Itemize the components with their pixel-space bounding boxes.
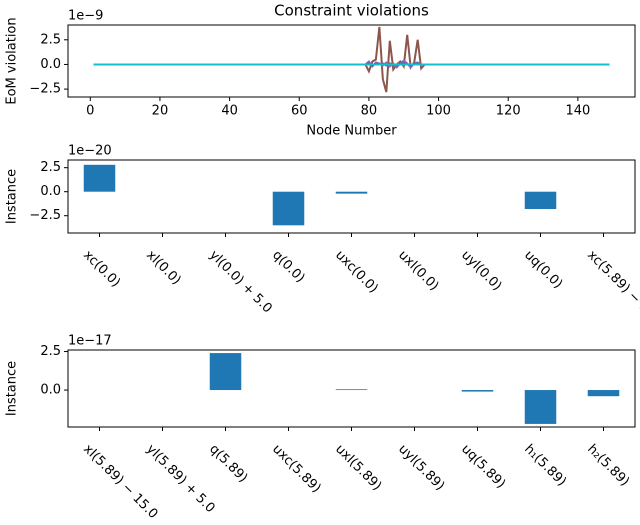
x-axis-label: Node Number [306, 124, 397, 139]
bar [83, 164, 116, 192]
x-tick-label: 40 [221, 104, 238, 119]
y-tick-label: −2.5 [29, 82, 61, 97]
x-tick-label: 140 [565, 104, 590, 119]
y-axis-label: EoM violation [5, 17, 20, 104]
bar [524, 191, 557, 209]
bar [587, 390, 620, 397]
x-tick-label: uxl(0.0) [395, 248, 441, 294]
x-tick-label: xc(5.89) − 15.0 [584, 248, 640, 331]
x-tick-label: 100 [426, 104, 451, 119]
y-tick-label: 2.5 [40, 32, 61, 47]
axes-frame [67, 24, 636, 98]
x-tick-label: 60 [291, 104, 308, 119]
bar [524, 390, 557, 424]
x-tick-label: h₂(5.89) [584, 442, 632, 490]
chart-title: Constraint violations [274, 2, 429, 20]
y-axis-label: Instance [5, 361, 20, 416]
axes-frame [67, 159, 636, 234]
x-tick-label: uq(5.89) [458, 442, 508, 492]
bar [461, 390, 494, 392]
x-tick-label: uyl(0.0) [458, 248, 504, 294]
y-tick-label: −2.5 [29, 208, 61, 223]
y-tick-label: 2.5 [40, 344, 61, 359]
bar [209, 353, 242, 391]
offset-label: 1e−20 [68, 144, 112, 159]
x-tick-label: uxc(5.89) [269, 442, 323, 496]
axes-frame [67, 349, 636, 428]
series-line [93, 26, 610, 93]
x-tick-label: 0 [86, 104, 94, 119]
y-tick-label: 0.0 [40, 57, 61, 72]
offset-label: 1e−9 [68, 9, 103, 24]
x-tick-label: uyl(5.89) [395, 442, 447, 494]
x-tick-label: uxl(5.89) [332, 442, 384, 494]
bar [272, 191, 305, 226]
offset-label: 1e−17 [68, 334, 112, 349]
bar [335, 191, 368, 194]
y-axis-label: Instance [5, 169, 20, 224]
y-tick-label: 0.0 [40, 383, 61, 398]
x-tick-label: uq(0.0) [521, 248, 565, 292]
x-tick-label: xc(0.0) [80, 248, 123, 291]
x-tick-label: uxc(0.0) [332, 248, 381, 297]
x-tick-label: q(5.89) [206, 442, 250, 486]
bar [335, 389, 368, 391]
x-tick-label: h₁(5.89) [521, 442, 569, 490]
x-tick-label: 80 [361, 104, 378, 119]
y-tick-label: 0.0 [40, 184, 61, 199]
x-tick-label: yl(0.0) + 5.0 [206, 248, 275, 317]
x-tick-label: 120 [496, 104, 521, 119]
y-tick-label: 2.5 [40, 160, 61, 175]
x-tick-label: xl(0.0) [143, 248, 183, 288]
x-tick-label: q(0.0) [269, 248, 307, 286]
x-tick-label: 20 [152, 104, 169, 119]
